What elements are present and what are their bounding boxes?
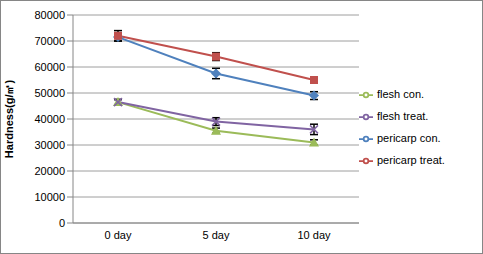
svg-text:30000: 30000 <box>34 139 65 151</box>
svg-text:5 day: 5 day <box>203 229 230 241</box>
html-text:pericarp treat.: pericarp treat. <box>377 154 445 166</box>
svg-text:10 day: 10 day <box>297 229 331 241</box>
html-text:pericarp con.: pericarp con. <box>377 132 441 144</box>
svg-text:40000: 40000 <box>34 113 65 125</box>
svg-text:0: 0 <box>59 217 65 229</box>
html-text:flesh treat.: flesh treat. <box>377 110 429 122</box>
html-text:flesh con.: flesh con. <box>377 88 425 100</box>
svg-text:0 day: 0 day <box>105 229 132 241</box>
svg-text:20000: 20000 <box>34 165 65 177</box>
svg-text:10000: 10000 <box>34 191 65 203</box>
svg-text:50000: 50000 <box>34 87 65 99</box>
svg-text:60000: 60000 <box>34 61 65 73</box>
svg-text:70000: 70000 <box>34 35 65 47</box>
svg-text:80000: 80000 <box>34 9 65 21</box>
svg-text:Hardness(g/㎡): Hardness(g/㎡) <box>8 80 15 159</box>
